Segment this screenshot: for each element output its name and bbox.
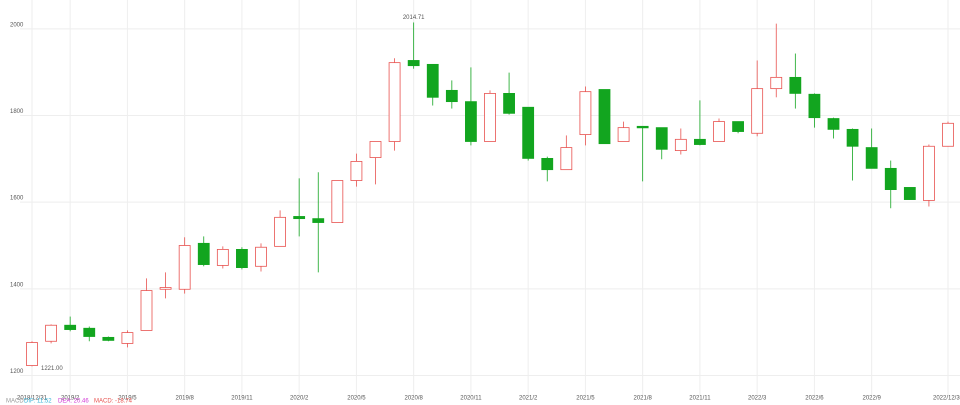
candle-body <box>770 76 783 90</box>
legend-item: DEA: 20.46 <box>58 399 89 405</box>
candle-body <box>45 324 57 342</box>
x-tick-label: 2021/11 <box>689 396 711 402</box>
candle-body <box>178 245 191 290</box>
x-tick-label: 2019/8 <box>175 396 194 402</box>
candle-body <box>159 287 172 290</box>
candle-body <box>827 118 840 130</box>
candle-body <box>121 332 134 344</box>
candle-body <box>865 147 878 169</box>
candle-body <box>407 60 420 67</box>
y-tick-label: 1800 <box>10 109 24 115</box>
legend-item: MACD <box>6 399 24 405</box>
x-tick-label: 2020/8 <box>404 396 423 402</box>
x-tick-label: 2021/8 <box>633 396 652 402</box>
legend-item: DIF: 11.52 <box>24 399 52 405</box>
x-tick-label: 2019/11 <box>231 396 253 402</box>
x-tick-label: 2019/2 <box>61 396 80 402</box>
candle-body <box>140 290 153 331</box>
legend-item: MACD: -18.74 <box>94 399 133 405</box>
candle-body <box>102 336 115 341</box>
candle-body <box>846 128 859 147</box>
candle-body <box>312 218 325 223</box>
candle-body <box>674 138 687 151</box>
x-tick-label: 2022/9 <box>862 396 881 402</box>
y-tick-label: 2000 <box>10 22 24 28</box>
candle-body <box>484 93 496 142</box>
candle-body <box>465 101 477 142</box>
candle-body <box>388 62 401 142</box>
candle-body <box>598 89 611 145</box>
candle-body <box>579 91 592 135</box>
candle-body <box>732 121 744 132</box>
candle-body <box>350 161 363 181</box>
candle-body <box>884 167 897 191</box>
candle-body <box>560 147 573 171</box>
candle-body <box>541 157 554 171</box>
candle-body <box>197 242 210 265</box>
candle-body <box>331 180 344 223</box>
candle-body <box>694 138 706 145</box>
candle-body <box>942 122 954 147</box>
candle-body <box>923 145 935 201</box>
annotation: 1221.00 <box>41 366 63 372</box>
x-tick-label: 2019/5 <box>118 396 137 402</box>
x-tick-label: 2021/5 <box>576 396 595 402</box>
y-tick-label: 1200 <box>10 369 24 375</box>
candle-body <box>751 88 764 134</box>
x-tick-label: 2020/2 <box>290 396 309 402</box>
y-tick-label: 1600 <box>10 196 24 202</box>
candle-body <box>445 89 458 103</box>
candle-body <box>903 187 916 200</box>
candle-body <box>789 76 802 94</box>
candle-body <box>636 125 649 129</box>
candle-body <box>713 121 725 142</box>
candle-body <box>255 246 267 267</box>
candle-body <box>293 216 306 220</box>
candle-body <box>274 216 286 247</box>
candle-body <box>522 106 535 159</box>
x-tick-label: 2018/12/31 <box>17 396 48 402</box>
candle-body <box>426 63 439 98</box>
candle-body <box>26 342 38 366</box>
candle-body <box>808 93 821 119</box>
x-tick-label: 2022/12/30 <box>933 396 960 402</box>
candle-body <box>617 127 630 142</box>
x-tick-label: 2022/6 <box>805 396 824 402</box>
candle-body <box>64 324 77 330</box>
x-tick-label: 2020/11 <box>460 396 482 402</box>
candle-body <box>503 93 515 114</box>
candle-body <box>83 327 96 337</box>
x-tick-label: 2020/5 <box>347 396 366 402</box>
y-tick-label: 1400 <box>10 282 24 288</box>
annotation: 2014.71 <box>403 15 425 21</box>
candle-body <box>655 127 668 150</box>
x-tick-label: 2022/3 <box>748 396 767 402</box>
x-tick-label: 2021/2 <box>519 396 538 402</box>
candle-body <box>369 141 382 158</box>
candle-body <box>236 248 248 268</box>
candle-body <box>216 248 229 266</box>
